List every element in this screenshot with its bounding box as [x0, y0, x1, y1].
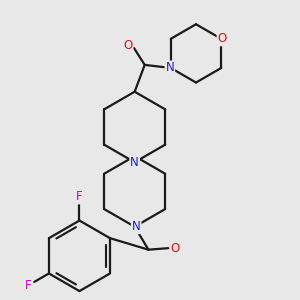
Text: O: O [170, 242, 180, 255]
Text: N: N [166, 61, 174, 74]
Text: N: N [130, 156, 139, 169]
Text: O: O [123, 39, 133, 52]
Text: O: O [218, 32, 227, 45]
Text: N: N [132, 220, 141, 233]
Text: F: F [76, 190, 83, 203]
Text: F: F [25, 279, 32, 292]
